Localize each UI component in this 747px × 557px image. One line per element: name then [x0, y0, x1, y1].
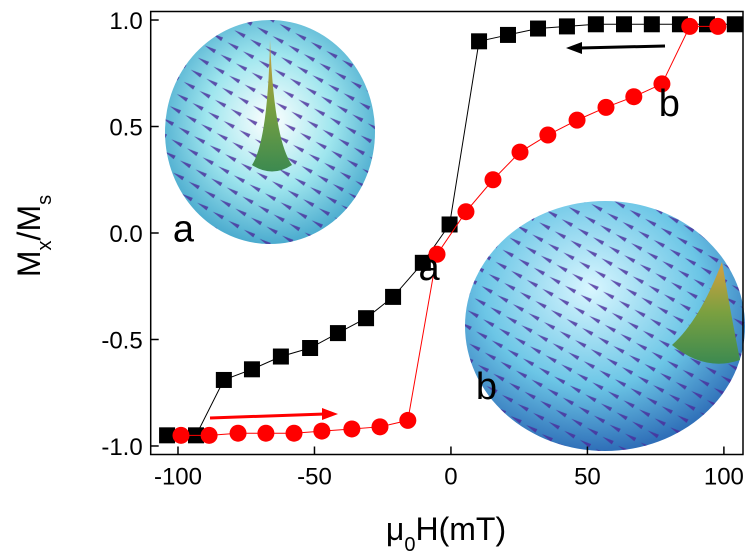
axis-title-part: s [34, 195, 56, 205]
y-tick-label: 1.0 [109, 8, 142, 35]
marker [343, 420, 360, 437]
x-axis-title: μ0H(mT) [386, 511, 506, 556]
marker [512, 144, 529, 161]
marker [709, 18, 726, 35]
annotation: a [173, 209, 195, 251]
marker [330, 325, 346, 341]
marker [273, 349, 289, 365]
inset-b [465, 201, 745, 451]
marker [644, 16, 660, 32]
marker [302, 340, 318, 356]
chart: μ0H(mT) Mx/Ms -100-500501001.00.50.0-0.5… [0, 0, 747, 557]
inset-a [165, 20, 375, 244]
marker [727, 16, 743, 32]
axis-title-part: x [34, 240, 56, 250]
marker [230, 425, 247, 442]
axis-title-part: /M [11, 205, 47, 241]
marker [285, 425, 302, 442]
x-tick-label: 50 [574, 464, 601, 491]
y-tick-label: 0.0 [109, 221, 142, 248]
marker [588, 16, 604, 32]
marker [244, 361, 260, 377]
axis-title-part: M [11, 250, 47, 277]
marker [172, 427, 189, 444]
marker [681, 18, 698, 35]
y-tick-label: -0.5 [101, 327, 142, 354]
x-tick-label: 0 [444, 464, 457, 491]
x-tick-label: -100 [154, 464, 202, 491]
marker [385, 289, 401, 305]
y-tick-label: 0.5 [109, 115, 142, 142]
x-tick-label: 100 [704, 464, 744, 491]
marker [371, 418, 388, 435]
marker [530, 21, 546, 37]
y-tick-label: -1.0 [101, 434, 142, 461]
marker [257, 425, 274, 442]
marker [313, 423, 330, 440]
marker [358, 310, 374, 326]
axis-title-part: 0 [404, 534, 415, 556]
marker [569, 112, 586, 129]
marker [457, 203, 474, 220]
marker [216, 372, 232, 388]
marker [442, 216, 458, 232]
marker [625, 88, 642, 105]
marker [559, 18, 575, 34]
marker [399, 412, 416, 429]
annotation: b [659, 83, 680, 125]
marker [539, 127, 556, 144]
marker [597, 99, 614, 116]
annotation: a [419, 247, 441, 289]
marker [500, 27, 516, 43]
axis-title-part: μ [386, 511, 404, 547]
marker [616, 16, 632, 32]
annotation: b [476, 366, 497, 408]
marker [201, 427, 218, 444]
marker [484, 171, 501, 188]
marker [471, 33, 487, 49]
y-axis-title: Mx/Ms [11, 195, 56, 277]
x-tick-label: -50 [297, 464, 332, 491]
axis-title-part: H(mT) [415, 511, 506, 547]
